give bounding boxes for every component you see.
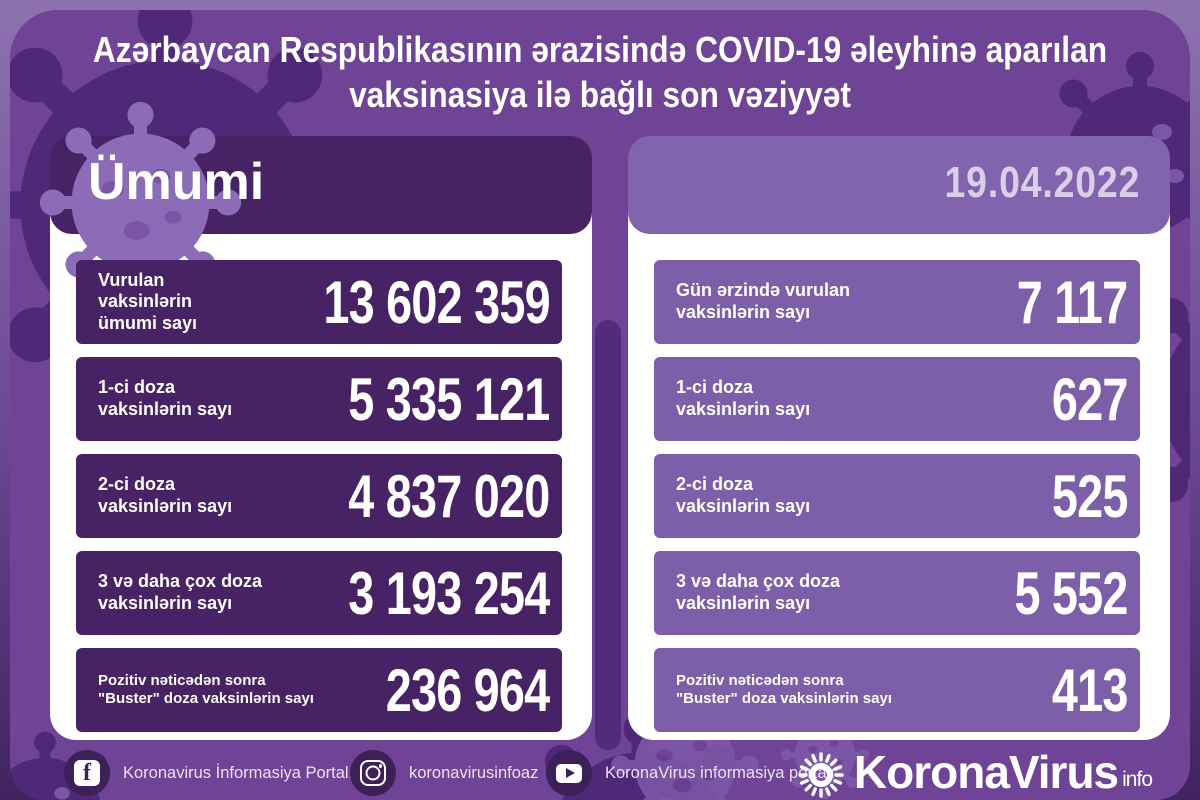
stat-label-line1: 3 və daha çox doza [676, 571, 841, 592]
virus-decoration [595, 320, 621, 750]
brand-suffix: info [1122, 768, 1153, 791]
instagram-icon [350, 750, 396, 796]
instagram-link[interactable]: koronavirusinfoaz [350, 750, 538, 796]
stat-row-dose1-daily: 1-ci doza vaksinlərin sayı 627 [654, 357, 1140, 441]
facebook-label: Koronavirus İnformasiya Portalı [123, 763, 354, 782]
totals-panel-title: Ümumi [88, 153, 265, 211]
stat-label: 2-ci doza vaksinlərin sayı [654, 474, 810, 517]
stat-label: Pozitiv nəticədən sonra "Buster" doza va… [76, 672, 314, 708]
stat-label-line1: 1-ci doza [98, 377, 176, 398]
stat-value: 236 964 [385, 656, 550, 724]
stat-label: Vurulan vaksinlərin ümumi sayı [76, 270, 256, 335]
stat-label: 3 və daha çox doza vaksinlərin sayı [76, 571, 262, 614]
stat-label-line2: vaksinlərin sayı [676, 593, 811, 613]
stat-label-line2: vaksinlərin sayı [98, 496, 233, 516]
stat-row-dose2-total: 2-ci doza vaksinlərin sayı 4 837 020 [76, 454, 562, 538]
stat-row-total-vaccines: Vurulan vaksinlərin ümumi sayı 13 602 35… [76, 260, 562, 344]
stat-label-line1: Gün ərzində vurulan [676, 280, 851, 301]
stat-value: 7 117 [1016, 268, 1128, 336]
youtube-label: KoronaVirus informasiya portalı [605, 763, 835, 782]
stat-value: 525 [1051, 462, 1129, 530]
stat-label-line1: 2-ci doza [98, 474, 176, 495]
stat-label: 3 və daha çox doza vaksinlərin sayı [654, 571, 840, 614]
stat-label-line1: 2-ci doza [676, 474, 754, 495]
stat-label-line2: "Buster" doza vaksinlərin sayı [676, 690, 892, 707]
stat-row-dose3-daily: 3 və daha çox doza vaksinlərin sayı 5 55… [654, 551, 1140, 635]
daily-rows: Gün ərzində vurulan vaksinlərin sayı 7 1… [654, 260, 1140, 732]
stat-row-booster-total: Pozitiv nəticədən sonra "Buster" doza va… [76, 648, 562, 732]
stat-label-line2: vaksinlərin sayı [98, 399, 233, 419]
stat-row-booster-daily: Pozitiv nəticədən sonra "Buster" doza va… [654, 648, 1140, 732]
stat-label-line1: 1-ci doza [676, 377, 754, 398]
stat-label: Pozitiv nəticədən sonra "Buster" doza va… [654, 672, 892, 708]
stat-value: 5 552 [1014, 559, 1128, 627]
stat-label-line2: vaksinlərin sayı [98, 593, 233, 613]
background-card: Azərbaycan Respublikasının ərazisində CO… [10, 10, 1190, 800]
page-title: Azərbaycan Respublikasının ərazisində CO… [10, 28, 1190, 117]
stat-value: 627 [1051, 365, 1129, 433]
facebook-link[interactable]: f Koronavirus İnformasiya Portalı [64, 750, 353, 796]
title-line-2: vaksinasiya ilə bağlı son vəziyyət [349, 73, 851, 115]
stat-label-line2: ümumi sayı [98, 312, 198, 333]
report-date-value: 19.04.2022 [944, 158, 1140, 207]
youtube-link[interactable]: KoronaVirus informasiya portalı [546, 750, 835, 796]
stat-row-dose2-daily: 2-ci doza vaksinlərin sayı 525 [654, 454, 1140, 538]
totals-panel: Ümumi Vurulan vaksinlərin ümumi sayı 13 … [50, 136, 592, 740]
stat-label-line1: Pozitiv nəticədən sonra [676, 672, 844, 689]
stat-label-line1: Vurulan vaksinlərin [98, 269, 193, 312]
daily-panel: 19.04.2022 Gün ərzində vurulan vaksinlər… [628, 136, 1170, 740]
totals-panel-header: Ümumi [50, 136, 592, 234]
stat-label-line2: vaksinlərin sayı [676, 302, 811, 322]
stat-label: 2-ci doza vaksinlərin sayı [76, 474, 232, 517]
stat-label-line2: vaksinlərin sayı [676, 399, 811, 419]
daily-panel-header: 19.04.2022 [628, 136, 1170, 234]
stat-value: 5 335 121 [348, 365, 550, 433]
instagram-label: koronavirusinfoaz [409, 763, 539, 782]
stat-value: 3 193 254 [348, 559, 550, 627]
stat-row-daily-vaccines: Gün ərzində vurulan vaksinlərin sayı 7 1… [654, 260, 1140, 344]
totals-rows: Vurulan vaksinlərin ümumi sayı 13 602 35… [76, 260, 562, 732]
facebook-icon: f [64, 750, 110, 796]
stat-value: 13 602 359 [323, 268, 550, 336]
stat-label: Gün ərzində vurulan vaksinlərin sayı [654, 280, 850, 323]
stat-label-line1: Pozitiv nəticədən sonra [98, 672, 266, 689]
koronavirus-logo[interactable]: KoronaVirus info [798, 746, 1153, 800]
stat-row-dose3-total: 3 və daha çox doza vaksinlərin sayı 3 19… [76, 551, 562, 635]
brand-name: KoronaVirus info [853, 746, 1153, 798]
stat-label-line1: 3 və daha çox doza [98, 571, 263, 592]
stat-label: 1-ci doza vaksinlərin sayı [654, 377, 810, 420]
title-line-1: Azərbaycan Respublikasının ərazisində CO… [92, 29, 1108, 70]
virus-logo-icon [798, 752, 844, 798]
stat-value: 4 837 020 [348, 462, 550, 530]
youtube-icon [546, 750, 592, 796]
report-date: 19.04.2022 [628, 136, 1170, 208]
stat-label-line2: vaksinlərin sayı [676, 496, 811, 516]
stat-label: 1-ci doza vaksinlərin sayı [76, 377, 232, 420]
stat-label-line2: "Buster" doza vaksinlərin sayı [98, 690, 314, 707]
stat-row-dose1-total: 1-ci doza vaksinlərin sayı 5 335 121 [76, 357, 562, 441]
stat-value: 413 [1051, 656, 1129, 724]
